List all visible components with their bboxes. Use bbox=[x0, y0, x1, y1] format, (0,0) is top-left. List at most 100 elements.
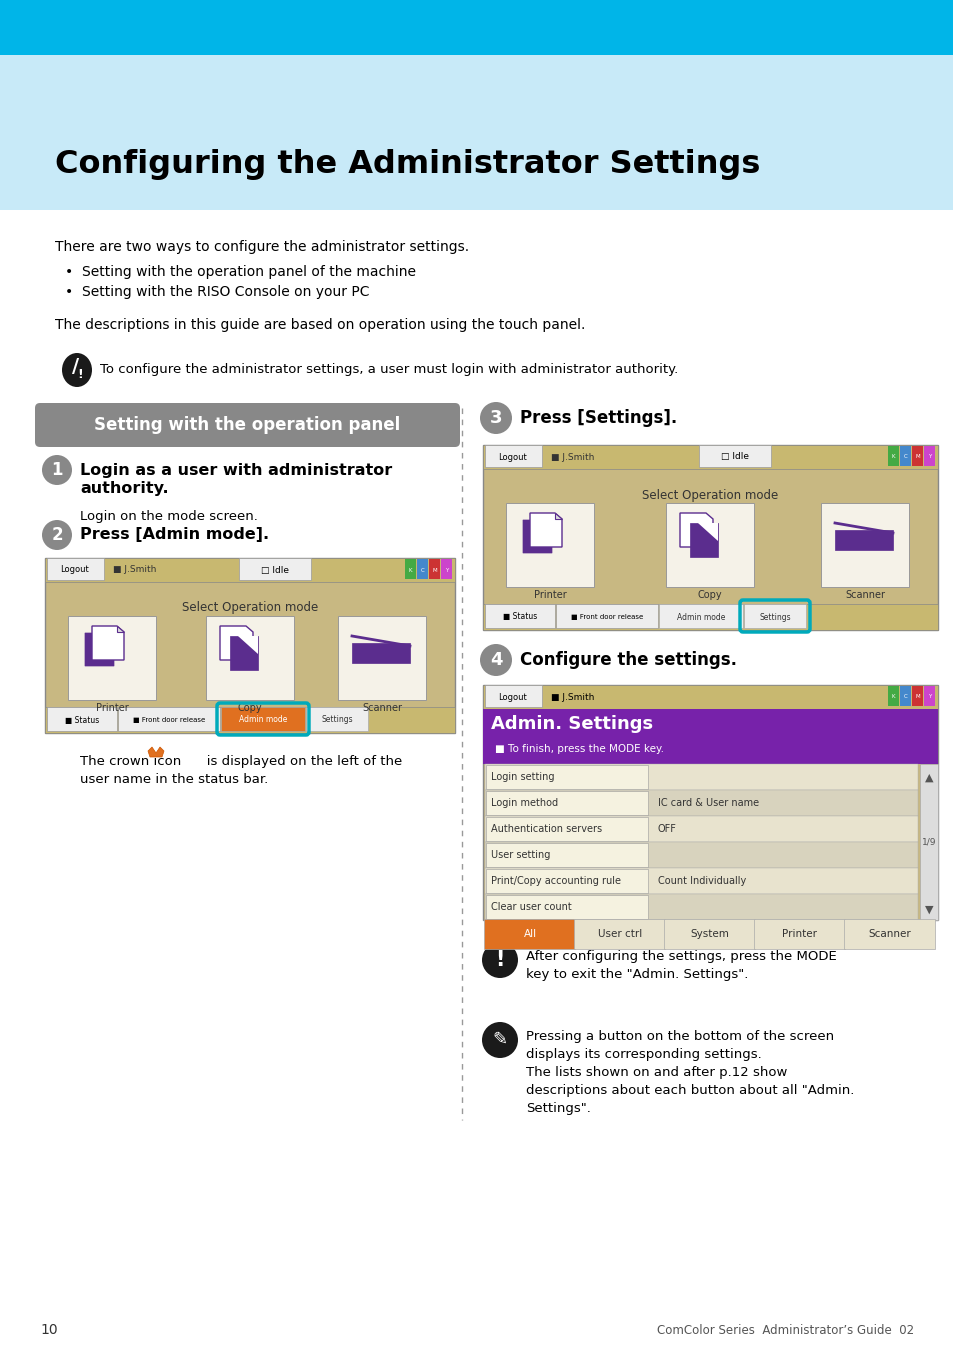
Text: Printer: Printer bbox=[781, 929, 817, 940]
FancyBboxPatch shape bbox=[239, 558, 311, 580]
Text: 2: 2 bbox=[51, 526, 63, 544]
FancyBboxPatch shape bbox=[556, 603, 658, 628]
Text: displays its corresponding settings.: displays its corresponding settings. bbox=[525, 1048, 760, 1061]
Text: M: M bbox=[914, 455, 919, 459]
Text: ✎: ✎ bbox=[492, 1031, 507, 1049]
Text: The crown icon      is displayed on the left of the: The crown icon is displayed on the left … bbox=[80, 755, 402, 768]
Text: ▲: ▲ bbox=[923, 774, 932, 783]
Polygon shape bbox=[530, 513, 561, 547]
FancyBboxPatch shape bbox=[843, 919, 934, 949]
Text: key to exit the "Admin. Settings".: key to exit the "Admin. Settings". bbox=[525, 968, 747, 981]
Text: Settings: Settings bbox=[321, 716, 353, 725]
Text: The lists shown on and after p.12 show: The lists shown on and after p.12 show bbox=[525, 1066, 786, 1079]
Text: User ctrl: User ctrl bbox=[598, 929, 641, 940]
FancyBboxPatch shape bbox=[35, 404, 459, 447]
FancyBboxPatch shape bbox=[911, 686, 923, 706]
Text: Select Operation mode: Select Operation mode bbox=[182, 602, 317, 614]
FancyBboxPatch shape bbox=[484, 603, 555, 628]
FancyBboxPatch shape bbox=[484, 894, 917, 919]
Polygon shape bbox=[679, 513, 712, 547]
FancyBboxPatch shape bbox=[899, 686, 910, 706]
FancyBboxPatch shape bbox=[911, 446, 923, 466]
Text: Print/Copy accounting rule: Print/Copy accounting rule bbox=[491, 876, 620, 886]
Text: User setting: User setting bbox=[491, 850, 550, 860]
Text: ■ Status: ■ Status bbox=[65, 716, 99, 725]
Text: C: C bbox=[420, 567, 424, 572]
Text: Scanner: Scanner bbox=[844, 590, 884, 599]
Text: Settings: Settings bbox=[759, 613, 790, 621]
FancyBboxPatch shape bbox=[440, 559, 452, 579]
FancyBboxPatch shape bbox=[485, 765, 647, 788]
Text: OFF: OFF bbox=[658, 824, 677, 834]
Text: !: ! bbox=[495, 950, 504, 971]
FancyBboxPatch shape bbox=[834, 531, 892, 549]
Text: To configure the administrator settings, a user must login with administrator au: To configure the administrator settings,… bbox=[100, 363, 678, 377]
Text: Admin mode: Admin mode bbox=[676, 613, 724, 621]
Text: Admin. Settings: Admin. Settings bbox=[491, 716, 653, 733]
FancyBboxPatch shape bbox=[482, 709, 937, 764]
FancyBboxPatch shape bbox=[45, 558, 455, 733]
FancyBboxPatch shape bbox=[47, 707, 117, 730]
Polygon shape bbox=[148, 747, 164, 757]
Text: Logout: Logout bbox=[498, 693, 527, 702]
FancyBboxPatch shape bbox=[887, 446, 898, 466]
Text: C: C bbox=[902, 455, 906, 459]
FancyBboxPatch shape bbox=[484, 684, 541, 707]
FancyBboxPatch shape bbox=[663, 919, 754, 949]
Text: After configuring the settings, press the MODE: After configuring the settings, press th… bbox=[525, 950, 836, 963]
FancyBboxPatch shape bbox=[221, 707, 305, 730]
FancyBboxPatch shape bbox=[306, 707, 368, 730]
Polygon shape bbox=[237, 636, 257, 653]
Text: Copy: Copy bbox=[697, 590, 721, 599]
Circle shape bbox=[479, 644, 512, 676]
Text: 3: 3 bbox=[489, 409, 501, 427]
Text: Printer: Printer bbox=[95, 703, 129, 713]
FancyBboxPatch shape bbox=[47, 558, 104, 580]
FancyBboxPatch shape bbox=[0, 0, 953, 55]
Text: K: K bbox=[891, 455, 894, 459]
Polygon shape bbox=[689, 522, 718, 558]
Text: Login as a user with administrator: Login as a user with administrator bbox=[80, 463, 392, 478]
FancyBboxPatch shape bbox=[0, 55, 953, 211]
Polygon shape bbox=[230, 636, 257, 670]
Text: Clear user count: Clear user count bbox=[491, 902, 571, 913]
FancyBboxPatch shape bbox=[484, 842, 917, 868]
FancyBboxPatch shape bbox=[484, 764, 917, 790]
FancyBboxPatch shape bbox=[484, 790, 917, 815]
FancyBboxPatch shape bbox=[659, 603, 742, 628]
FancyBboxPatch shape bbox=[405, 559, 416, 579]
Text: Y: Y bbox=[927, 455, 930, 459]
Text: ■ Front door release: ■ Front door release bbox=[570, 614, 642, 620]
Text: IC card & User name: IC card & User name bbox=[658, 798, 759, 809]
Circle shape bbox=[42, 455, 71, 485]
Text: user name in the status bar.: user name in the status bar. bbox=[80, 774, 268, 786]
Text: 1/9: 1/9 bbox=[921, 837, 935, 846]
FancyBboxPatch shape bbox=[352, 643, 410, 663]
Polygon shape bbox=[555, 513, 561, 518]
Text: 10: 10 bbox=[40, 1323, 57, 1336]
Ellipse shape bbox=[62, 352, 91, 387]
Text: ■ J.Smith: ■ J.Smith bbox=[551, 452, 594, 462]
Text: Configure the settings.: Configure the settings. bbox=[519, 651, 737, 670]
FancyBboxPatch shape bbox=[68, 616, 156, 701]
Text: ComColor Series  Administrator’s Guide  02: ComColor Series Administrator’s Guide 02 bbox=[657, 1323, 913, 1336]
FancyBboxPatch shape bbox=[743, 603, 805, 628]
Text: Scanner: Scanner bbox=[868, 929, 910, 940]
Text: Y: Y bbox=[444, 567, 448, 572]
FancyBboxPatch shape bbox=[484, 446, 541, 467]
Text: ■ Status: ■ Status bbox=[502, 613, 537, 621]
Text: Press [Admin mode].: Press [Admin mode]. bbox=[80, 528, 269, 543]
FancyBboxPatch shape bbox=[483, 919, 575, 949]
FancyBboxPatch shape bbox=[923, 686, 934, 706]
FancyBboxPatch shape bbox=[485, 869, 647, 892]
FancyBboxPatch shape bbox=[887, 686, 898, 706]
FancyBboxPatch shape bbox=[485, 817, 647, 841]
Polygon shape bbox=[91, 626, 124, 660]
Text: /: / bbox=[72, 356, 79, 375]
Text: Login on the mode screen.: Login on the mode screen. bbox=[80, 510, 257, 522]
Text: K: K bbox=[408, 567, 412, 572]
Text: Configuring the Administrator Settings: Configuring the Administrator Settings bbox=[55, 150, 760, 181]
FancyBboxPatch shape bbox=[485, 895, 647, 919]
Text: !: ! bbox=[77, 369, 83, 382]
FancyBboxPatch shape bbox=[337, 616, 426, 701]
